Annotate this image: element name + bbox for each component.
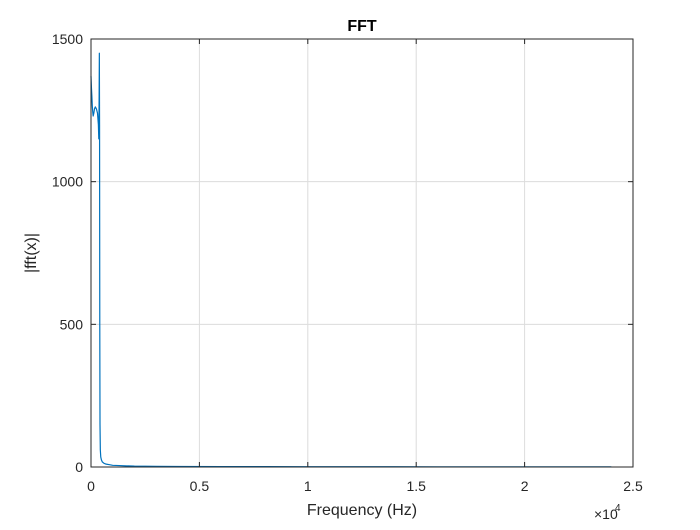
- y-tick-label: 500: [60, 316, 84, 332]
- x-axis-exponent-base: ×10: [594, 506, 618, 522]
- y-tick-label: 0: [75, 459, 83, 475]
- y-tick-label: 1500: [52, 31, 83, 47]
- plot-area-border: [90, 38, 634, 468]
- chart-title: FFT: [347, 18, 377, 35]
- x-tick-label: 0: [87, 478, 95, 494]
- x-tick-label: 1.5: [406, 478, 426, 494]
- x-tick-label: 2: [521, 478, 529, 494]
- plot-area-background: [91, 39, 633, 467]
- y-axis-label: |fft(x)|: [23, 233, 40, 273]
- grid: [91, 39, 633, 467]
- x-axis-exponent-power: 4: [615, 503, 621, 514]
- y-tick-label: 1000: [52, 174, 83, 190]
- x-tick-label: 2.5: [623, 478, 643, 494]
- x-tick-label: 1: [304, 478, 312, 494]
- ticks: 0 0.5 1 1.5 2 2.5 0 500 1000 1500: [52, 31, 643, 494]
- x-tick-label: 0.5: [190, 478, 210, 494]
- x-axis-label: Frequency (Hz): [307, 502, 417, 519]
